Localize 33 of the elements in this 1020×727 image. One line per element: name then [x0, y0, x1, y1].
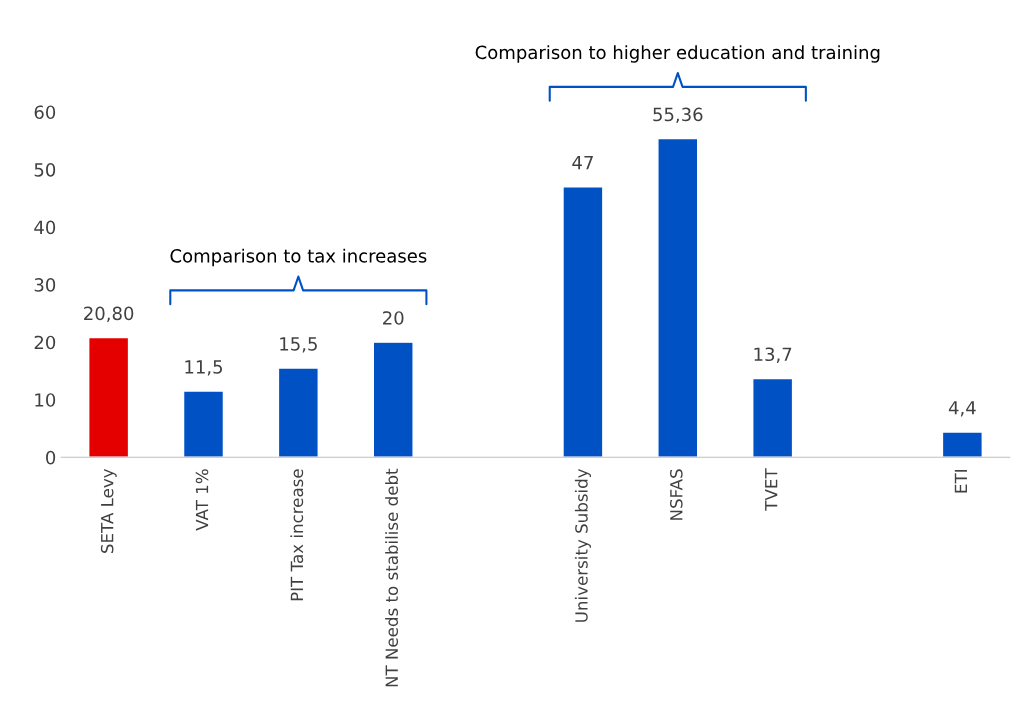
- y-tick-label: 60: [34, 105, 56, 120]
- data-label: 20,80: [84, 306, 134, 323]
- y-tick-label: 40: [34, 220, 56, 235]
- x-tick-label: ETI: [954, 470, 967, 493]
- data-label: 4,4: [948, 401, 976, 417]
- bar: [372, 341, 414, 458]
- y-tick-label: 50: [34, 162, 56, 177]
- annotation: Comparison to tax increases: [170, 248, 427, 267]
- x-tick-label: NSFAS: [670, 469, 683, 520]
- x-tick-label: SETA Levy: [100, 468, 117, 553]
- y-tick-label: 0: [46, 450, 56, 465]
- x-tick-label: PIT Tax increase: [290, 469, 304, 601]
- x-tick-label: TVET: [765, 468, 778, 511]
- bar: [562, 186, 604, 458]
- bar: [277, 367, 319, 458]
- data-label: 13,7: [754, 347, 792, 363]
- y-tick-label: 10: [35, 393, 56, 407]
- y-tick-label: 20: [34, 335, 56, 350]
- data-label: 47: [572, 155, 593, 170]
- bar: [182, 390, 225, 458]
- text: Comparison to higher education and training: [475, 45, 880, 63]
- bar: [752, 377, 794, 458]
- x-tick-label: NT Needs to stabilise debt: [385, 468, 399, 687]
- bar: [941, 431, 983, 458]
- data-label: 55,36: [653, 107, 703, 124]
- data-label: 11,5: [185, 360, 223, 376]
- bar: [657, 137, 699, 458]
- y-tick-label: 30: [34, 278, 56, 292]
- x-tick-label: University Subsidy: [574, 468, 591, 622]
- bar: [88, 336, 130, 458]
- data-label: 20: [383, 311, 404, 325]
- x-tick-label: VAT 1%: [195, 469, 209, 531]
- data-label: 15,5: [280, 337, 317, 353]
